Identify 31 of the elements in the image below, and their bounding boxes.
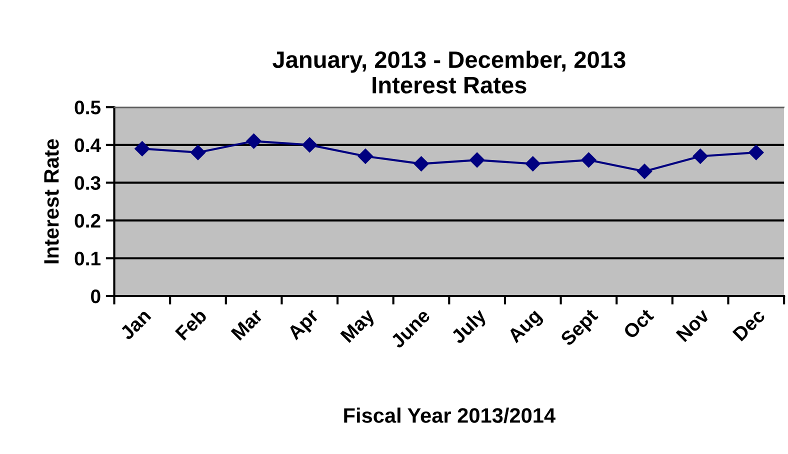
point (581, 152, 596, 168)
point (525, 156, 540, 172)
chart-title: January, 2013 - December, 2013 Interest Rates (272, 50, 626, 94)
x-tick-label: Aug (506, 308, 545, 346)
y-tick-label: 0.3 (74, 176, 100, 190)
point (636, 164, 652, 179)
x-tick-label: Oct (622, 308, 654, 340)
point (692, 148, 708, 164)
point (470, 152, 485, 168)
point (748, 144, 764, 160)
y-tick-label: 0.4 (74, 138, 101, 152)
point (134, 141, 150, 156)
point (302, 137, 318, 152)
y-axis-title: Interest Rate (44, 139, 59, 264)
y-tick-label: 0.5 (74, 100, 101, 114)
point (246, 134, 262, 149)
y-tick-label: 0 (91, 289, 100, 304)
x-tick-label: Nov (676, 308, 710, 342)
point (358, 148, 374, 164)
x-tick-label: Jan (119, 308, 152, 341)
x-axis-title: Fiscal Year 2013/2014 (344, 408, 556, 424)
x-tick-label: May (340, 308, 378, 346)
x-tick-label: Dec (732, 308, 766, 342)
x-tick-label: July (450, 307, 490, 348)
point (414, 156, 429, 172)
point (190, 144, 206, 160)
x-tick-label: Feb (174, 308, 208, 341)
y-tick-label: 0.1 (74, 252, 101, 266)
x-tick-label: Apr (286, 308, 322, 344)
x-tick-label: Mar (230, 308, 264, 341)
y-tick-label: 0.2 (74, 214, 100, 228)
